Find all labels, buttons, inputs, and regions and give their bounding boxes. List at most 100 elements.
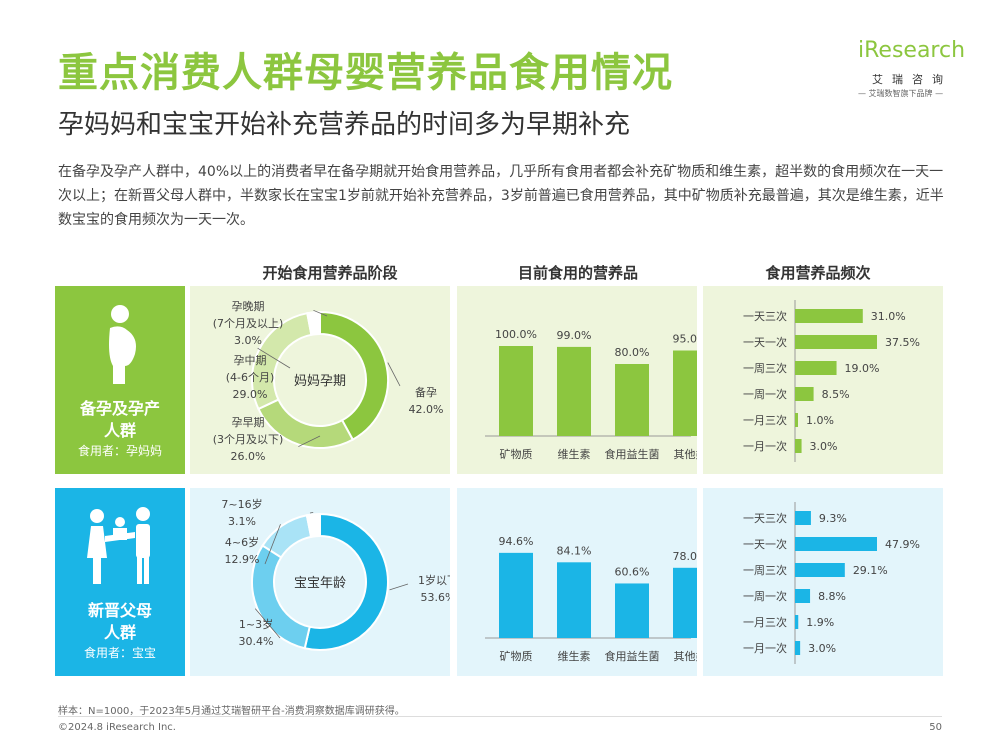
- leader-line: [254, 608, 281, 639]
- current-bar-chart-mom: 100.0% 矿物质 99.0% 维生素 80.0% 食用益生菌 95.0% 其他类: [457, 286, 697, 474]
- bar: [615, 583, 649, 638]
- bar-value-label: 47.9%: [885, 538, 920, 551]
- slice-label: 孕晚期: [232, 300, 265, 313]
- y-tick-label: 一天三次: [743, 511, 787, 525]
- bar: [795, 537, 877, 551]
- donut-slice: [305, 512, 321, 539]
- group-user: 食用者：宝宝: [83, 646, 156, 660]
- bar-value-label: 84.1%: [557, 544, 592, 557]
- leader-line: [264, 524, 281, 565]
- x-tick-label: 食用益生菌: [605, 649, 660, 663]
- group-name-line1: 备孕及孕产: [79, 399, 160, 418]
- leader-line: [313, 309, 328, 317]
- bar: [795, 335, 877, 349]
- page-subtitle: 孕妈妈和宝宝开始补充营养品的时间多为早期补充: [58, 110, 631, 140]
- slice-label: 1岁以下: [418, 573, 450, 587]
- sample-note: 样本：N=1000，于2023年5月通过艾瑞智研平台-消费洞察数据库调研获得。: [58, 706, 405, 717]
- group-row-new-parents: 新晋父母 人群 食用者：宝宝 宝宝年龄 1岁以下 53.6% 1~3岁 30.4% 4~6…: [55, 488, 943, 676]
- bar-value-label: 8.8%: [818, 590, 846, 603]
- y-tick-label: 一月一次: [743, 641, 787, 655]
- bar-value-label: 19.0%: [845, 362, 880, 375]
- bar-value-label: 60.6%: [615, 565, 650, 578]
- bar: [499, 346, 533, 436]
- x-tick-label: 其他类: [674, 649, 698, 663]
- stage-donut-chart-baby: 宝宝年龄 1岁以下 53.6% 1~3岁 30.4% 4~6岁 12.9% 7~16岁 3.1%: [190, 488, 450, 676]
- logo-slogan: — 艾瑞数智旗下品牌 —: [858, 89, 944, 98]
- bar-value-label: 94.6%: [499, 535, 534, 548]
- bar-value-label: 8.5%: [822, 388, 850, 401]
- y-tick-label: 一月三次: [743, 615, 787, 629]
- y-tick-label: 一周一次: [743, 387, 787, 401]
- pregnant-woman-icon: [109, 305, 136, 384]
- y-tick-label: 一天一次: [743, 335, 787, 349]
- parents-baby-icon: [87, 507, 150, 584]
- group-label-pregnancy: 备孕及孕产 人群 食用者：孕妈妈: [55, 286, 185, 474]
- slice-value: 3.0%: [234, 334, 262, 347]
- slice-label: 孕早期: [232, 416, 265, 429]
- bar: [795, 563, 845, 577]
- summary-text: 在备孕及孕产人群中，40%以上的消费者早在备孕期就开始食用营养品，几乎所有食用者…: [58, 164, 944, 228]
- bar-value-label: 1.9%: [806, 616, 834, 629]
- slice-value: 3.1%: [228, 515, 256, 528]
- logo-brand: iResearch: [858, 38, 966, 63]
- slice-value: 26.0%: [231, 450, 266, 463]
- leader-line: [257, 347, 291, 369]
- slice-label: 4~6岁: [225, 535, 259, 549]
- bar: [795, 309, 863, 323]
- bar-value-label: 9.3%: [819, 512, 847, 525]
- donut-center-label: 妈妈孕期: [294, 374, 346, 389]
- y-tick-label: 一周三次: [743, 563, 787, 577]
- slice-sublabel: (4-6个月): [226, 371, 275, 384]
- bar: [795, 511, 811, 525]
- iresearch-logo: iResearch 艾瑞咨询 — 艾瑞数智旗下品牌 —: [858, 38, 970, 100]
- bar-value-label: 1.0%: [806, 414, 834, 427]
- bar: [615, 364, 649, 436]
- bar: [499, 552, 533, 638]
- slice-label: 孕中期: [234, 354, 267, 367]
- slice-value: 53.6%: [421, 591, 450, 604]
- current-bar-chart-baby: 94.6% 矿物质 84.1% 维生素 60.6% 食用益生菌 78.0% 其他类: [457, 488, 697, 676]
- column-header-stage: 开始食用营养品阶段: [262, 264, 398, 282]
- donut-slice: [306, 310, 321, 336]
- frequency-bar-chart-baby: 一天三次 9.3% 一天一次 47.9% 一周三次 29.1% 一周一次 8.8% 一月三次 1.…: [703, 488, 943, 676]
- bar-value-label: 95.0%: [673, 333, 697, 346]
- bar: [795, 361, 837, 375]
- slice-label: 7~16岁: [221, 497, 262, 511]
- copyright: ©2024.8 iResearch Inc.: [58, 722, 176, 733]
- group-label-new-parents: 新晋父母 人群 食用者：宝宝: [55, 488, 185, 676]
- donut-slice: [303, 512, 389, 651]
- x-tick-label: 维生素: [558, 649, 591, 663]
- x-tick-label: 维生素: [558, 447, 591, 461]
- group-name-line1: 新晋父母: [87, 601, 152, 620]
- bar-value-label: 29.1%: [853, 564, 888, 577]
- bar-value-label: 37.5%: [885, 336, 920, 349]
- group-row-pregnancy: 备孕及孕产 人群 食用者：孕妈妈 妈妈孕期 备孕 42.0% 孕早期 (3个月及以下) 2…: [55, 286, 943, 474]
- group-name: 备孕及孕产 人群: [55, 398, 185, 442]
- bar: [673, 567, 697, 638]
- bar: [557, 346, 591, 436]
- bar: [795, 387, 814, 401]
- bar-value-label: 78.0%: [673, 550, 697, 563]
- y-tick-label: 一周一次: [743, 589, 787, 603]
- y-tick-label: 一月三次: [743, 413, 787, 427]
- slice-value: 30.4%: [239, 635, 274, 648]
- bar: [795, 589, 811, 603]
- x-tick-label: 食用益生菌: [605, 447, 660, 461]
- bar: [557, 562, 591, 638]
- bar-value-label: 31.0%: [871, 310, 906, 323]
- slice-value: 29.0%: [233, 388, 268, 401]
- donut-center-label: 宝宝年龄: [294, 576, 346, 591]
- donut-slice: [319, 310, 389, 441]
- y-tick-label: 一天一次: [743, 537, 787, 551]
- bar-value-label: 80.0%: [615, 346, 650, 359]
- group-name: 新晋父母 人群: [55, 600, 185, 644]
- bar-value-label: 3.0%: [810, 440, 838, 453]
- slice-sublabel: (3个月及以下): [213, 433, 284, 446]
- y-tick-label: 一月一次: [743, 439, 787, 453]
- x-tick-label: 矿物质: [500, 649, 533, 663]
- bar-value-label: 99.0%: [557, 329, 592, 342]
- group-user: 食用者：孕妈妈: [77, 444, 162, 458]
- page-number: 50: [929, 722, 942, 733]
- bar: [795, 413, 798, 427]
